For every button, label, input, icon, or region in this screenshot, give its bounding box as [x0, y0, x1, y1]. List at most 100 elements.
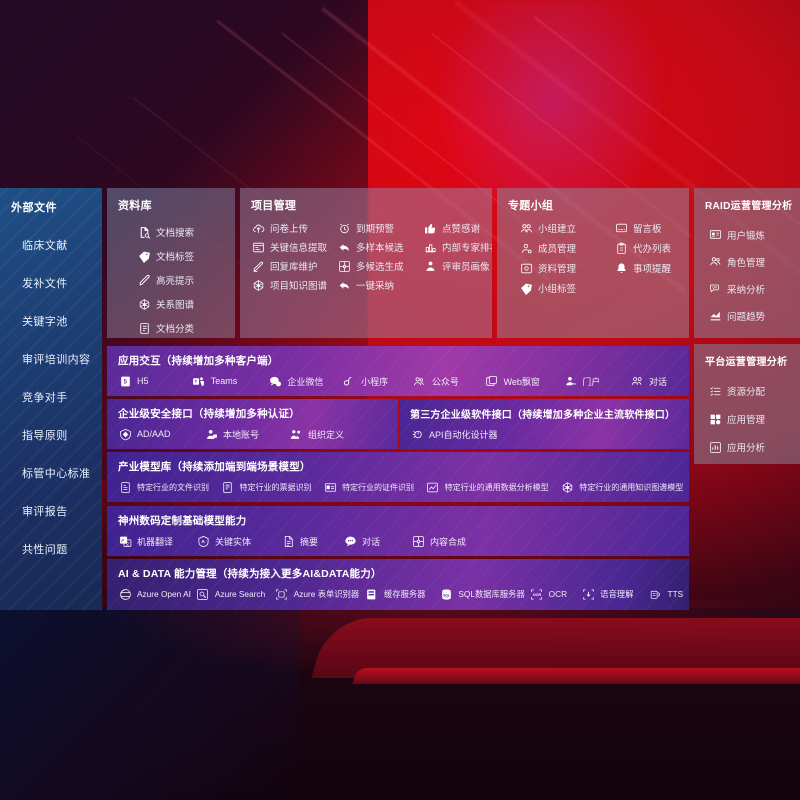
channel-dialog[interactable]: 对话	[630, 374, 689, 388]
menu-item-group-tag[interactable]: 小组标签	[519, 281, 614, 295]
menu-item-material-management[interactable]: 资料管理	[519, 261, 614, 275]
capability-content-synthesis[interactable]: 内容合成	[411, 534, 501, 548]
auth-org-define[interactable]: 组织定义	[289, 427, 374, 441]
channel-web-popup[interactable]: Web飘窗	[485, 374, 564, 388]
service-speech-understanding[interactable]: 语音理解	[581, 587, 644, 601]
menu-item-project-knowledge-graph[interactable]: 项目知识图谱	[251, 278, 337, 292]
model-file-recognition[interactable]: 特定行业的文件识别	[118, 480, 215, 494]
service-cache-server[interactable]: 缓存服务器	[365, 587, 435, 601]
message-board-icon	[614, 221, 628, 235]
menu-item-expert-ranking[interactable]: 内部专家排名	[423, 240, 492, 254]
menu-item-adoption-analysis[interactable]: QA 采纳分析	[708, 275, 792, 302]
channel-miniprogram[interactable]: 小程序	[342, 374, 413, 388]
model-data-analysis[interactable]: 特定行业的通用数据分析模型	[426, 480, 555, 494]
menu-item-highlight-hint[interactable]: 高亮提示	[137, 268, 227, 292]
menu-item-issue-trend[interactable]: 问题趋势	[708, 302, 792, 329]
alarm-icon	[337, 221, 351, 235]
model-id-recognition[interactable]: 特定行业的证件识别	[323, 480, 420, 494]
sidebar-item-standards-center[interactable]: 标管中心标准	[22, 468, 91, 480]
sidebar-item-training-content[interactable]: 审评培训内容	[22, 354, 91, 366]
menu-item-reviewer-profile[interactable]: 评审员画像	[423, 259, 492, 273]
auth-local-account[interactable]: 本地账号	[204, 427, 289, 441]
service-label: SQL数据库服务器	[458, 589, 525, 599]
menu-item-todo-list[interactable]: 代办列表	[614, 241, 681, 255]
menu-item-doc-search[interactable]: 文档搜索	[137, 220, 227, 244]
menu-item-doc-tag[interactable]: 文档标签	[137, 244, 227, 268]
thirdparty-api-designer[interactable]: API自动化设计器	[410, 427, 498, 441]
channel-official-account[interactable]: 公众号	[413, 374, 485, 388]
capability-summary[interactable]: 摘要	[281, 534, 343, 548]
menu-item-app-management[interactable]: 应用管理	[708, 405, 792, 433]
channel-label: 公众号	[431, 376, 459, 387]
org-define-icon	[289, 427, 303, 441]
clipboard-icon	[614, 241, 628, 255]
channel-teams[interactable]: T Teams	[192, 374, 269, 388]
pen-edit-icon	[251, 259, 265, 273]
menu-item-one-click-adopt[interactable]: 一键采纳	[337, 278, 423, 292]
auth-ad-aad[interactable]: AD/AAD	[118, 427, 204, 441]
menu-item-key-info-extract[interactable]: 关键信息提取	[251, 240, 337, 254]
id-card-icon	[708, 228, 722, 242]
menu-item-relation-graph[interactable]: 关系图谱	[137, 292, 227, 316]
sidebar-item-guidelines[interactable]: 指导原则	[22, 430, 68, 442]
service-tts[interactable]: TTS	[649, 587, 689, 601]
service-sql-database[interactable]: SQL SQL数据库服务器	[439, 587, 525, 601]
channel-label: Teams	[210, 376, 238, 386]
tag-icon	[519, 281, 533, 295]
sidebar-item-supplement-docs[interactable]: 发补文件	[22, 278, 68, 290]
model-knowledge-graph[interactable]: 特定行业的通用知识图谱模型	[560, 480, 689, 494]
sidebar-item-keyword-pool[interactable]: 关键字池	[22, 316, 68, 328]
menu-item-label: 回复库维护	[270, 262, 318, 273]
model-receipt-recognition[interactable]: 特定行业的票据识别	[221, 480, 318, 494]
menu-item-label: 事项提醒	[633, 264, 672, 275]
service-azure-search[interactable]: Azure Search	[196, 587, 271, 601]
doc-search-icon	[137, 225, 151, 239]
trend-chart-icon	[708, 309, 722, 323]
menu-item-multi-candidate-gen[interactable]: 多候选生成	[337, 259, 423, 273]
service-label: Azure Open AI	[137, 589, 191, 599]
menu-item-label: 到期预警	[356, 224, 395, 235]
service-label: 缓存服务器	[383, 589, 426, 599]
openai-icon	[118, 587, 132, 601]
channel-wechat-work[interactable]: 企业微信	[268, 374, 342, 388]
menu-item-resource-allocation[interactable]: 资源分配	[708, 377, 792, 405]
menu-item-multi-sample-candidate[interactable]: 多样本候选	[337, 240, 423, 254]
menu-item-message-board[interactable]: 留言板	[614, 221, 681, 235]
menu-item-reply-library[interactable]: 回复库维护	[251, 259, 337, 273]
file-recognize-icon	[118, 480, 132, 494]
menu-item-user-training[interactable]: 用户锻炼	[708, 221, 792, 248]
sidebar-item-common-issues[interactable]: 共性问题	[22, 544, 68, 556]
menu-item-due-alert[interactable]: 到期预警	[337, 221, 423, 235]
sidebar-item-clinical-literature[interactable]: 临床文献	[22, 240, 68, 252]
menu-item-label: 关键信息提取	[270, 243, 328, 254]
service-ocr[interactable]: OCR OCR	[530, 587, 578, 601]
auth-label: AD/AAD	[137, 429, 171, 439]
teams-icon: T	[192, 374, 206, 388]
menu-item-label: 评审员画像	[442, 262, 490, 273]
model-label: 特定行业的通用知识图谱模型	[579, 482, 684, 492]
service-azure-openai[interactable]: Azure Open AI	[118, 587, 192, 601]
sidebar-item-competitors[interactable]: 竞争对手	[22, 392, 68, 404]
menu-item-role-management[interactable]: 角色管理	[708, 248, 792, 275]
form-recognizer-icon	[275, 587, 289, 601]
menu-item-event-reminder[interactable]: 事项提醒	[614, 261, 681, 275]
channel-h5[interactable]: 5 H5	[118, 374, 192, 388]
row-industry-title: 产业模型库（持续添加端到端场景模型）	[118, 461, 311, 473]
menu-item-survey-upload[interactable]: 问卷上传	[251, 221, 337, 235]
capability-dialog[interactable]: 对话	[343, 534, 411, 548]
background-lower-blue	[0, 608, 300, 800]
capability-key-entity[interactable]: A 关键实体	[196, 534, 281, 548]
channel-portal[interactable]: 门户	[563, 374, 630, 388]
menu-item-like-thanks[interactable]: 点赞感谢	[423, 221, 492, 235]
service-form-recognizer[interactable]: Azure 表单识别器	[275, 587, 361, 601]
menu-item-group-create[interactable]: 小组建立	[519, 221, 614, 235]
menu-item-member-management[interactable]: 成员管理	[519, 241, 614, 255]
capability-label: 内容合成	[430, 536, 467, 547]
speech-understand-icon	[581, 587, 595, 601]
local-account-icon	[204, 427, 218, 441]
svg-text:A: A	[201, 539, 205, 545]
sidebar-item-review-report[interactable]: 审评报告	[22, 506, 68, 518]
menu-item-app-analysis[interactable]: 应用分析	[708, 433, 792, 461]
menu-item-doc-classify[interactable]: 文档分类	[137, 316, 227, 338]
